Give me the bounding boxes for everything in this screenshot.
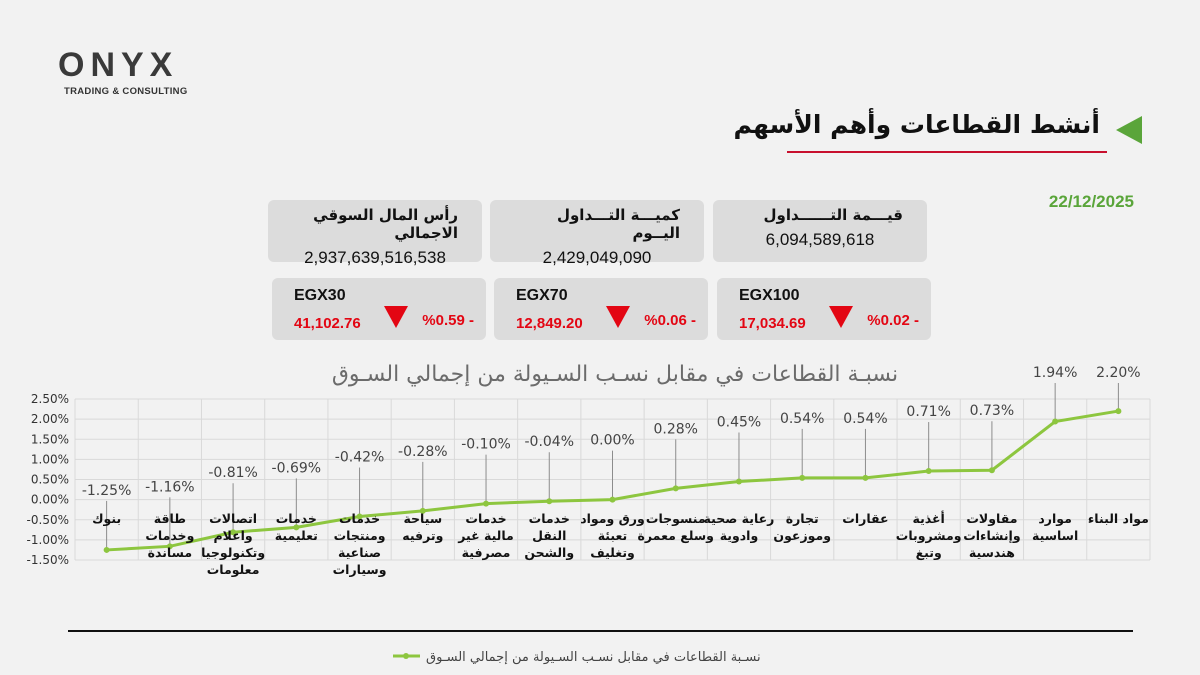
x-tick-label: تجارة وموزعون <box>773 511 831 543</box>
y-tick-label: -0.50% <box>27 513 69 527</box>
stat-label: قيـــمة التــــــداول <box>763 206 903 224</box>
point <box>483 500 490 507</box>
index-price: 41,102.76 <box>294 315 361 332</box>
x-tick-label: مقاولات وإنشاءات هندسية <box>963 511 1020 560</box>
data-label: 0.71% <box>906 404 950 420</box>
point <box>293 524 300 531</box>
stat-value: 2,937,639,516,538 <box>304 248 446 267</box>
x-tick-label: سياحة وترفيه <box>402 511 443 543</box>
stat-label: كميـــة التـــداول اليــوم <box>556 206 680 242</box>
tagline: TRADING & CONSULTING <box>64 86 188 97</box>
data-label: 0.28% <box>653 421 697 437</box>
stat-box: كميـــة التـــداول اليــوم 2,429,049,090 <box>490 200 704 267</box>
point <box>735 478 742 485</box>
data-label: -1.25% <box>82 483 132 499</box>
x-tick-label: خدمات ومنتجات صناعية وسيارات <box>333 511 387 577</box>
x-tick-label: أغذية ومشروبات وتبغ <box>896 510 962 560</box>
x-tick-label: موارد اساسية <box>1032 511 1078 543</box>
logo: ONYX <box>58 46 179 84</box>
point <box>672 485 679 492</box>
data-label: 0.54% <box>843 411 887 427</box>
point <box>925 468 932 475</box>
point <box>988 467 995 474</box>
point <box>1052 418 1059 425</box>
point <box>609 496 616 503</box>
down-arrow <box>384 306 408 328</box>
data-label: -0.81% <box>208 465 258 481</box>
x-tick-label: خدمات النقل والشحن <box>524 511 574 560</box>
stat-label: رأس المال السوقي الاجمالي <box>313 206 458 242</box>
x-tick-label: خدمات مالية غير مصرفية <box>457 511 514 560</box>
index-box: EGX30 41,102.76 %0.59 - <box>272 278 486 340</box>
stat-box: رأس المال السوقي الاجمالي 2,937,639,516,5… <box>268 200 482 267</box>
index-change: %0.59 - <box>422 312 474 329</box>
point <box>103 546 110 553</box>
y-tick-label: 1.50% <box>31 432 69 446</box>
x-tick-label: خدمات تعليمية <box>275 511 318 543</box>
x-tick-label: مواد البناء <box>1088 511 1149 526</box>
x-tick-label: رعاية صحية وادوية <box>704 511 775 543</box>
legend-marker <box>403 653 409 659</box>
y-tick-label: 2.00% <box>31 412 69 426</box>
page-title: أنشط القطاعات وأهم الأسهم <box>733 110 1100 139</box>
y-tick-label: 2.50% <box>31 392 69 406</box>
data-label: 0.00% <box>590 433 634 449</box>
title-arrow <box>1116 116 1142 144</box>
y-tick-label: -1.00% <box>27 533 69 547</box>
point <box>419 507 426 514</box>
x-tick-label: منسوجات وسلع معمرة <box>638 511 714 543</box>
point <box>1115 408 1122 415</box>
y-tick-label: -1.50% <box>27 553 69 567</box>
x-tick-label: ورق ومواد تعبئة وتغليف <box>580 511 645 560</box>
stat-value: 6,094,589,618 <box>765 230 875 249</box>
index-price: 12,849.20 <box>516 315 583 332</box>
point <box>546 498 553 505</box>
data-label: -0.10% <box>461 437 511 453</box>
point <box>862 474 869 481</box>
chart-title: نسبـة القطاعات في مقابل نسـب السـيولة من… <box>332 362 898 387</box>
point <box>166 543 173 550</box>
x-tick-label: طاقة وخدمات مساندة <box>145 511 194 560</box>
data-label: -0.69% <box>272 460 322 476</box>
data-label: 0.54% <box>780 411 824 427</box>
index-name: EGX70 <box>516 287 568 304</box>
x-tick-label: بنوك <box>92 511 121 526</box>
data-label: 0.73% <box>970 403 1014 419</box>
index-change: %0.06 - <box>644 312 696 329</box>
x-tick-label: اتصالات واعلام وتكنولوجيا معلومات <box>201 511 265 577</box>
data-label: -0.42% <box>335 450 385 466</box>
title-underline <box>787 151 1107 153</box>
index-price: 17,034.69 <box>739 315 806 332</box>
index-box: EGX100 17,034.69 %0.02 - <box>717 278 931 340</box>
index-name: EGX100 <box>739 287 800 304</box>
index-box: EGX70 12,849.20 %0.06 - <box>494 278 708 340</box>
y-tick-label: 0.00% <box>31 493 69 507</box>
point <box>799 474 806 481</box>
data-label: -1.16% <box>145 479 195 495</box>
date: 22/12/2025 <box>1048 192 1134 211</box>
point <box>230 529 237 536</box>
y-tick-label: 1.00% <box>31 452 69 466</box>
stat-value: 2,429,049,090 <box>542 248 652 267</box>
index-change: %0.02 - <box>867 312 919 329</box>
data-label: 0.45% <box>717 415 761 431</box>
chart: نسبـة القطاعات في مقابل نسـب السـيولة من… <box>27 362 1151 665</box>
y-tick-label: 0.50% <box>31 473 69 487</box>
point <box>356 513 363 520</box>
down-arrow <box>829 306 853 328</box>
data-label: -0.28% <box>398 444 448 460</box>
index-name: EGX30 <box>294 287 346 304</box>
data-label: -0.04% <box>524 434 574 450</box>
legend-label: نسـبة القطاعات في مقابل نسـب السـيولة من… <box>426 650 761 665</box>
data-label: 1.94% <box>1033 365 1077 381</box>
down-arrow <box>606 306 630 328</box>
stat-box: قيـــمة التــــــداول 6,094,589,618 <box>713 200 927 262</box>
x-tick-label: عقارات <box>842 511 888 526</box>
data-label: 2.20% <box>1096 365 1140 381</box>
